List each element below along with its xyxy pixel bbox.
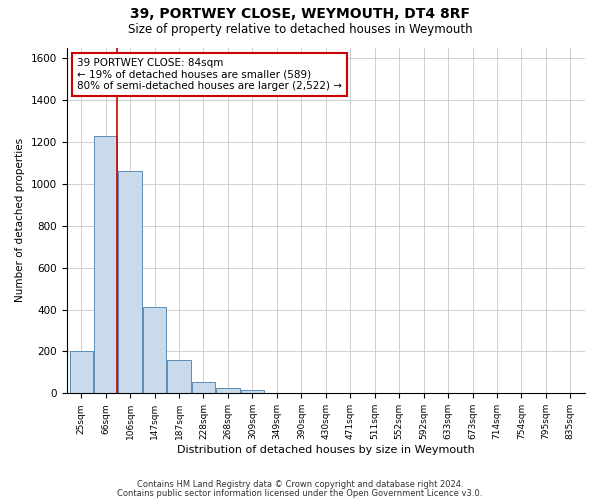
Text: Contains public sector information licensed under the Open Government Licence v3: Contains public sector information licen…: [118, 489, 482, 498]
Bar: [143, 308, 166, 394]
Text: 39 PORTWEY CLOSE: 84sqm
← 19% of detached houses are smaller (589)
80% of semi-d: 39 PORTWEY CLOSE: 84sqm ← 19% of detache…: [77, 58, 342, 91]
Bar: [70, 352, 93, 394]
X-axis label: Distribution of detached houses by size in Weymouth: Distribution of detached houses by size …: [177, 445, 475, 455]
Text: Size of property relative to detached houses in Weymouth: Size of property relative to detached ho…: [128, 22, 472, 36]
Bar: [192, 382, 215, 394]
Text: 39, PORTWEY CLOSE, WEYMOUTH, DT4 8RF: 39, PORTWEY CLOSE, WEYMOUTH, DT4 8RF: [130, 8, 470, 22]
Bar: [167, 360, 191, 394]
Bar: [241, 390, 264, 394]
Bar: [217, 388, 239, 394]
Y-axis label: Number of detached properties: Number of detached properties: [15, 138, 25, 302]
Bar: [94, 136, 117, 394]
Bar: [118, 171, 142, 394]
Text: Contains HM Land Registry data © Crown copyright and database right 2024.: Contains HM Land Registry data © Crown c…: [137, 480, 463, 489]
